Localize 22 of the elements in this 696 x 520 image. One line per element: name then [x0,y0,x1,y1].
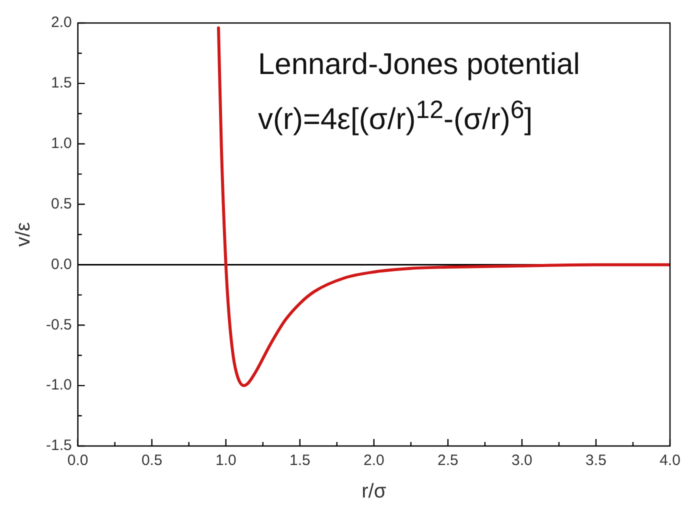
y-tick-label: -0.5 [46,316,72,334]
x-tick-label: 3.0 [512,452,532,470]
y-tick-label: 0.5 [50,195,72,212]
x-tick-label: 4.0 [660,452,680,470]
x-tick-label: 1.0 [215,452,236,470]
x-tick-label: 0.0 [67,452,88,470]
annotation: v(r)=4ε[(σ/r)$^{12}$-(σ/r)$^{6}$] [258,96,533,137]
x-tick-label: 0.5 [141,452,162,470]
y-tick-label: 2.0 [50,14,72,32]
x-tick-label: 2.5 [438,452,458,470]
y-tick-label: 1.5 [50,74,72,92]
x-axis-title: r/σ [362,480,387,503]
y-tick-label: -1.5 [46,437,72,454]
y-tick-label: -1.0 [46,376,72,394]
y-tick-label: 0.0 [50,256,72,273]
y-axis-title: v/ε [12,222,35,247]
line-series [216,26,670,388]
annotation: Lennard-Jones potential [258,48,580,82]
x-tick-label: 1.5 [289,452,310,470]
x-tick-label: 2.0 [363,452,384,470]
y-tick-label: 1.0 [50,135,72,152]
x-tick-label: 3.5 [586,452,606,470]
